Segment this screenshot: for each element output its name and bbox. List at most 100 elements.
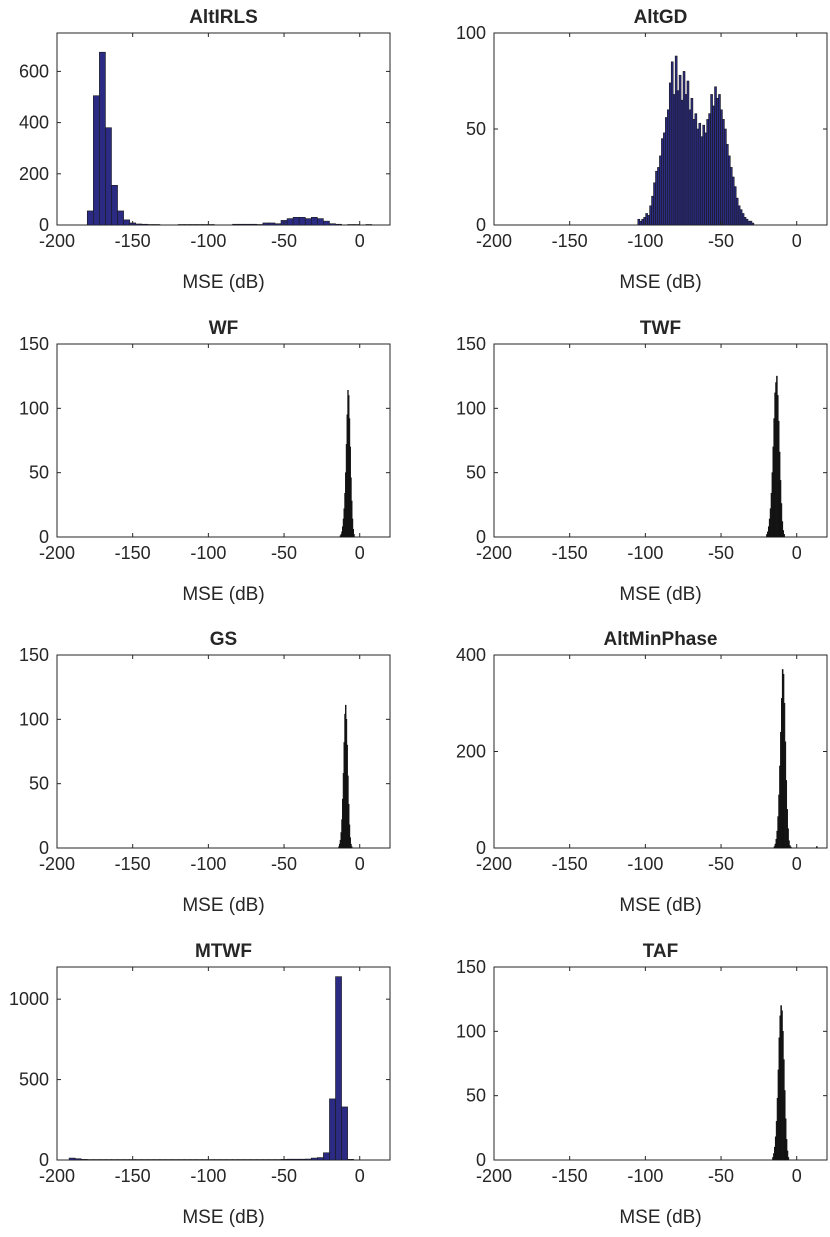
histogram-bar: [317, 1157, 324, 1161]
y-tick-label: 100: [456, 1021, 486, 1041]
histogram-bar: [86, 210, 94, 226]
histogram-bar: [353, 224, 361, 226]
y-tick-label: 50: [466, 119, 486, 139]
panel-wf: -200 -150 -100 -50 0 0 50 100 150 WF MSE (dB): [19, 318, 391, 605]
panel-gs: -200 -150 -100 -50 0 0 50 100 150 GS MSE (dB): [19, 629, 391, 916]
x-tick-label: -150: [552, 231, 588, 251]
histogram-bar: [751, 222, 755, 226]
panel-title: AltGD: [634, 7, 688, 28]
histogram-bar: [202, 224, 209, 226]
x-tick-label: -150: [552, 1166, 588, 1186]
panel-altirls: -200 -150 -100 -50 0 0 200 400 600 AltIRLS MSE (dB…: [19, 7, 391, 293]
x-tick-label: -200: [476, 1166, 512, 1186]
histogram-bar: [347, 1159, 354, 1161]
x-tick-label: -50: [271, 1166, 297, 1186]
histogram-bar: [786, 1150, 789, 1161]
histogram-bar: [80, 1159, 88, 1161]
histogram-bar: [153, 224, 161, 226]
x-tick-label: -50: [708, 1166, 734, 1186]
y-tick-label: 150: [19, 645, 49, 665]
histogram-bar: [68, 1157, 76, 1161]
histogram-bar: [317, 218, 324, 226]
histogram-bar: [298, 1158, 306, 1161]
x-tick-label: 0: [355, 1166, 365, 1186]
axes-box: [56, 654, 391, 849]
x-tick-label: -150: [115, 854, 151, 874]
y-tick-label: 0: [476, 1150, 486, 1170]
histogram-bar: [348, 824, 351, 849]
y-tick-label: 0: [476, 215, 486, 235]
histogram-bar: [785, 1139, 788, 1161]
bars: [772, 1005, 790, 1161]
histogram-bar: [250, 223, 258, 226]
histogram-bar: [323, 1152, 330, 1161]
x-tick-label: -150: [115, 231, 151, 251]
bars: [339, 390, 355, 538]
axes-box: [493, 966, 828, 1161]
x-tick-label: -100: [627, 854, 663, 874]
histogram-bar: [292, 1158, 300, 1161]
y-tick-label: 150: [456, 334, 486, 354]
x-axis-label: MSE (dB): [182, 895, 264, 916]
histogram-bar: [788, 840, 790, 849]
histogram-bar: [274, 223, 282, 226]
histogram-bar: [111, 185, 118, 226]
x-tick-label: 0: [792, 1166, 802, 1186]
histogram-bar: [787, 828, 789, 849]
histogram-bar: [74, 1158, 82, 1161]
histogram-bar: [329, 1098, 336, 1161]
x-axis-label: MSE (dB): [619, 1207, 701, 1228]
x-tick-label: -100: [190, 854, 226, 874]
panel-taf: -200 -150 -100 -50 0 0 50 100 150 TAF MSE (dB): [456, 941, 828, 1228]
x-tick-label: -100: [190, 1166, 226, 1186]
histogram-bar: [93, 95, 100, 226]
histogram-bar: [323, 220, 330, 226]
histogram-bar: [177, 224, 185, 226]
x-tick-label: -50: [271, 854, 297, 874]
x-tick-label: -50: [271, 543, 297, 563]
y-tick-label: 400: [456, 645, 486, 665]
x-tick-label: -50: [708, 854, 734, 874]
histogram-bar: [329, 223, 336, 226]
x-tick-label: 0: [792, 854, 802, 874]
histogram-bar: [310, 1157, 318, 1161]
x-tick-label: -200: [476, 231, 512, 251]
x-tick-label: -150: [552, 854, 588, 874]
x-tick-label: -200: [476, 854, 512, 874]
panel-title: AltMinPhase: [603, 629, 717, 650]
histogram-bar: [141, 223, 149, 226]
x-tick-label: -100: [627, 543, 663, 563]
y-tick-label: 50: [466, 1086, 486, 1106]
y-tick-label: 100: [19, 398, 49, 418]
histogram-bar: [365, 224, 373, 226]
histogram-bar: [352, 528, 354, 538]
y-tick-label: 100: [456, 398, 486, 418]
x-axis-label: MSE (dB): [619, 895, 701, 916]
y-tick-label: 100: [19, 709, 49, 729]
histogram-bar: [268, 222, 276, 226]
panel-title: TWF: [640, 318, 681, 339]
histogram-bar: [208, 224, 215, 226]
histogram-bar: [350, 843, 352, 849]
y-tick-label: 0: [39, 838, 49, 858]
histogram-bar: [292, 217, 300, 226]
histogram-bar: [790, 846, 792, 849]
histogram-bar: [781, 521, 784, 538]
y-tick-label: 50: [29, 463, 49, 483]
histogram-bar: [310, 217, 318, 226]
x-tick-label: -50: [708, 231, 734, 251]
histogram-bar: [782, 530, 785, 538]
histogram-bar: [304, 1158, 312, 1161]
axes-box: [56, 343, 391, 538]
histogram-bar: [147, 224, 155, 226]
panel-title: AltIRLS: [189, 7, 258, 28]
histogram-bar: [189, 224, 197, 226]
y-tick-label: 0: [39, 527, 49, 547]
x-axis-label: MSE (dB): [182, 272, 264, 293]
histogram-bar: [335, 223, 342, 226]
x-tick-label: -150: [552, 543, 588, 563]
histogram-bar: [135, 223, 143, 226]
histogram-bar: [262, 222, 270, 226]
x-tick-label: -200: [39, 543, 75, 563]
histogram-bar: [244, 223, 252, 226]
